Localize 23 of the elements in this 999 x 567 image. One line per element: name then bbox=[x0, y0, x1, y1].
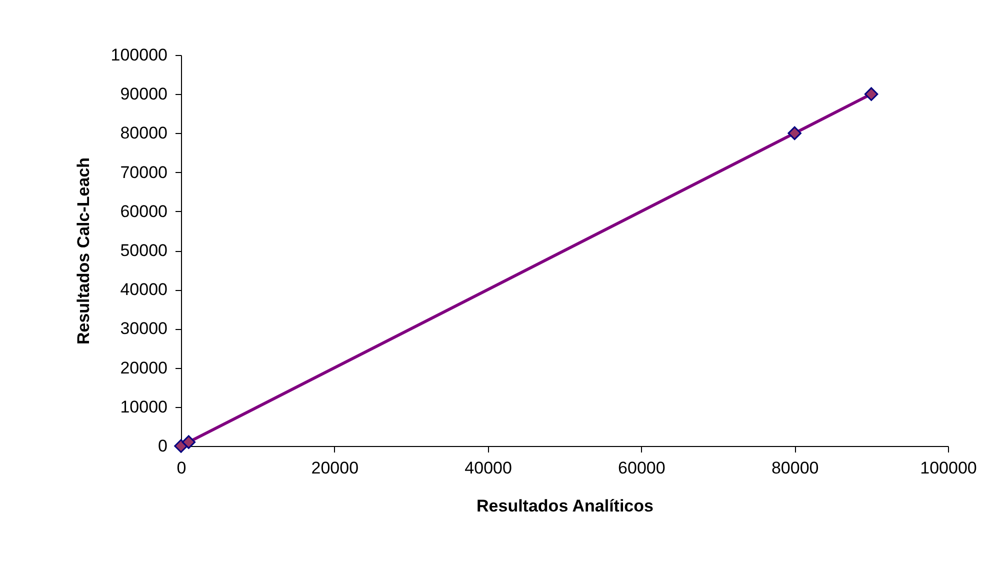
y-tick-label: 0 bbox=[158, 436, 168, 456]
y-tick-label: 100000 bbox=[110, 46, 168, 64]
y-tick-label: 90000 bbox=[120, 84, 168, 104]
y-tick-label: 70000 bbox=[120, 162, 168, 182]
x-tick-label: 80000 bbox=[771, 458, 819, 478]
y-tick-label: 30000 bbox=[120, 319, 168, 338]
point bbox=[182, 435, 196, 449]
y-tick-label: 80000 bbox=[120, 124, 168, 143]
y-tick-label: 50000 bbox=[120, 241, 168, 260]
y-tick-label: 20000 bbox=[120, 358, 168, 378]
y-tick-label: 40000 bbox=[120, 280, 168, 300]
y-tick-label: 60000 bbox=[120, 202, 168, 221]
point bbox=[864, 87, 878, 101]
point bbox=[788, 126, 802, 140]
x-tick-label: 40000 bbox=[464, 458, 512, 478]
x-tick-label: 60000 bbox=[618, 458, 666, 478]
x-tick-label: 100000 bbox=[920, 458, 977, 478]
x-tick-label: 0 bbox=[176, 458, 186, 478]
point bbox=[174, 439, 188, 453]
y-axis-title: Resultados Calc-Leach bbox=[74, 157, 93, 345]
x-axis-title: Resultados Analíticos bbox=[476, 496, 654, 516]
x-tick-label: 20000 bbox=[311, 458, 359, 478]
y-tick-label: 10000 bbox=[120, 397, 168, 416]
